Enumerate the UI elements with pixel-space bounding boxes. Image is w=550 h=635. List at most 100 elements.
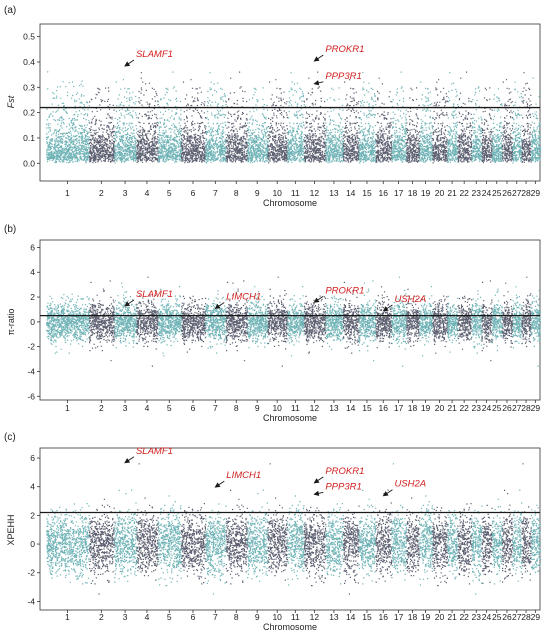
x-tick-label: 8 [234, 612, 239, 622]
gene-label: PROKR1 [325, 285, 364, 296]
x-tick-label: 17 [394, 612, 404, 622]
x-tick-label: 7 [213, 403, 218, 413]
y-tick-label: -2 [27, 568, 35, 578]
y-tick-label: 4 [30, 267, 35, 277]
x-ticks-a: 1 2 3 4 5 6 7 8 9 10 11 12 13 14 15 16 17 18 19 20 21 22 23 24 2… [65, 181, 540, 198]
chr-points-24 [481, 87, 493, 164]
x-tick-label: 1 [65, 403, 70, 413]
x-tick-label: 3 [123, 612, 128, 622]
x-tick-label: 29 [531, 188, 541, 198]
chr-points-28 [521, 276, 532, 348]
chr-points-24 [481, 504, 493, 584]
x-tick-label: 20 [435, 403, 445, 413]
gene-arrow [313, 295, 324, 303]
x-tick-label: 13 [329, 188, 339, 198]
chr-points-17 [391, 463, 408, 581]
chr-points-15 [358, 280, 377, 362]
chr-points-2 [88, 87, 116, 164]
y-tick-label: -2 [27, 342, 35, 352]
panel-label-c: (c) [4, 432, 16, 443]
x-tick-label: 2 [99, 188, 104, 198]
gene-label: PPP3R1 [325, 481, 361, 492]
chr-points-4 [136, 463, 159, 581]
x-tick-label: 19 [421, 403, 431, 413]
x-tick-label: 18 [408, 403, 418, 413]
gene-arrow [313, 490, 324, 496]
chr-points-1 [46, 503, 90, 585]
x-tick-label: 24 [482, 612, 492, 622]
y-tick-label: -4 [27, 596, 35, 606]
gene-arrow [124, 59, 135, 67]
chr-points-23 [471, 505, 483, 595]
chr-points-11 [287, 72, 305, 163]
gene-arrow [124, 299, 135, 307]
chr-points-19 [419, 81, 434, 163]
chr-points-22 [457, 503, 473, 585]
chr-points-23 [471, 290, 483, 354]
x-tick-label: 8 [234, 403, 239, 413]
x-tick-label: 12 [310, 188, 320, 198]
x-tick-label: 28 [521, 612, 531, 622]
x-tick-label: 5 [167, 612, 172, 622]
chr-points-13 [325, 503, 344, 585]
x-tick-label: 13 [329, 612, 339, 622]
x-tick-label: 23 [472, 612, 482, 622]
x-tick-label: 10 [272, 612, 282, 622]
x-tick-label: 5 [167, 403, 172, 413]
gene-arrow [313, 54, 324, 62]
chr-points-10 [267, 276, 289, 367]
y-tick-label: 2 [30, 292, 35, 302]
chr-points-1 [46, 71, 90, 164]
gene-annotations-c: SLAMF1 LIMCH1 PROKR1 PPP3R1 USH2A [124, 446, 426, 497]
x-tick-label: 19 [421, 188, 431, 198]
gene-label: LIMCH1 [226, 470, 261, 481]
chr-points-8 [225, 71, 249, 163]
x-tick-label: 19 [421, 612, 431, 622]
chr-points-4 [136, 72, 159, 163]
y-ticks-a: 0.0 0.1 0.2 0.3 0.4 0.5 [23, 32, 40, 168]
x-tick-label: 6 [191, 403, 196, 413]
x-tick-label: 7 [213, 612, 218, 622]
gene-arrow [382, 304, 393, 312]
x-axis-label-a: Chromosome [263, 198, 317, 208]
y-tick-label: 0.3 [23, 82, 35, 92]
x-tick-label: 26 [502, 403, 512, 413]
chr-points-6 [180, 503, 207, 585]
gene-annotations-a: SLAMF1 PROKR1 PPP3R1 [124, 44, 364, 86]
chr-points-12 [303, 506, 327, 587]
x-tick-label: 20 [435, 612, 445, 622]
chr-points-12 [303, 295, 327, 354]
x-tick-label: 29 [531, 612, 541, 622]
chr-points-7 [205, 503, 227, 595]
chr-points-14 [342, 505, 360, 595]
chr-points-3 [113, 489, 138, 583]
chr-points-29 [530, 77, 542, 163]
chr-points-9 [247, 87, 269, 164]
x-tick-label: 7 [213, 188, 218, 198]
chr-points-20 [432, 506, 449, 587]
x-tick-label: 17 [394, 403, 404, 413]
x-tick-label: 10 [272, 188, 282, 198]
gene-arrow [313, 476, 324, 484]
chr-points-2 [88, 498, 116, 595]
x-ticks-c: 1 2 3 4 5 6 7 8 9 10 11 12 13 14 15 16 17 18 19 20 21 22 23 24 2… [65, 610, 540, 622]
chr-points-22 [457, 295, 473, 350]
x-tick-label: 12 [310, 403, 320, 413]
chr-points-2 [88, 280, 116, 362]
y-axis-label-a: Fst [6, 95, 16, 108]
y-tick-label: 0.0 [23, 158, 35, 168]
x-tick-label: 20 [435, 188, 445, 198]
chr-points-1 [46, 293, 90, 354]
chr-points-26 [501, 282, 514, 348]
x-tick-label: 11 [291, 188, 300, 198]
chr-points-9 [247, 286, 269, 349]
chr-points-10 [267, 463, 289, 581]
chr-points-11 [287, 495, 305, 586]
chr-points-20 [432, 79, 448, 164]
x-tick-label: 22 [459, 612, 469, 622]
x-tick-label: 25 [492, 188, 502, 198]
gene-label: PROKR1 [325, 44, 364, 55]
